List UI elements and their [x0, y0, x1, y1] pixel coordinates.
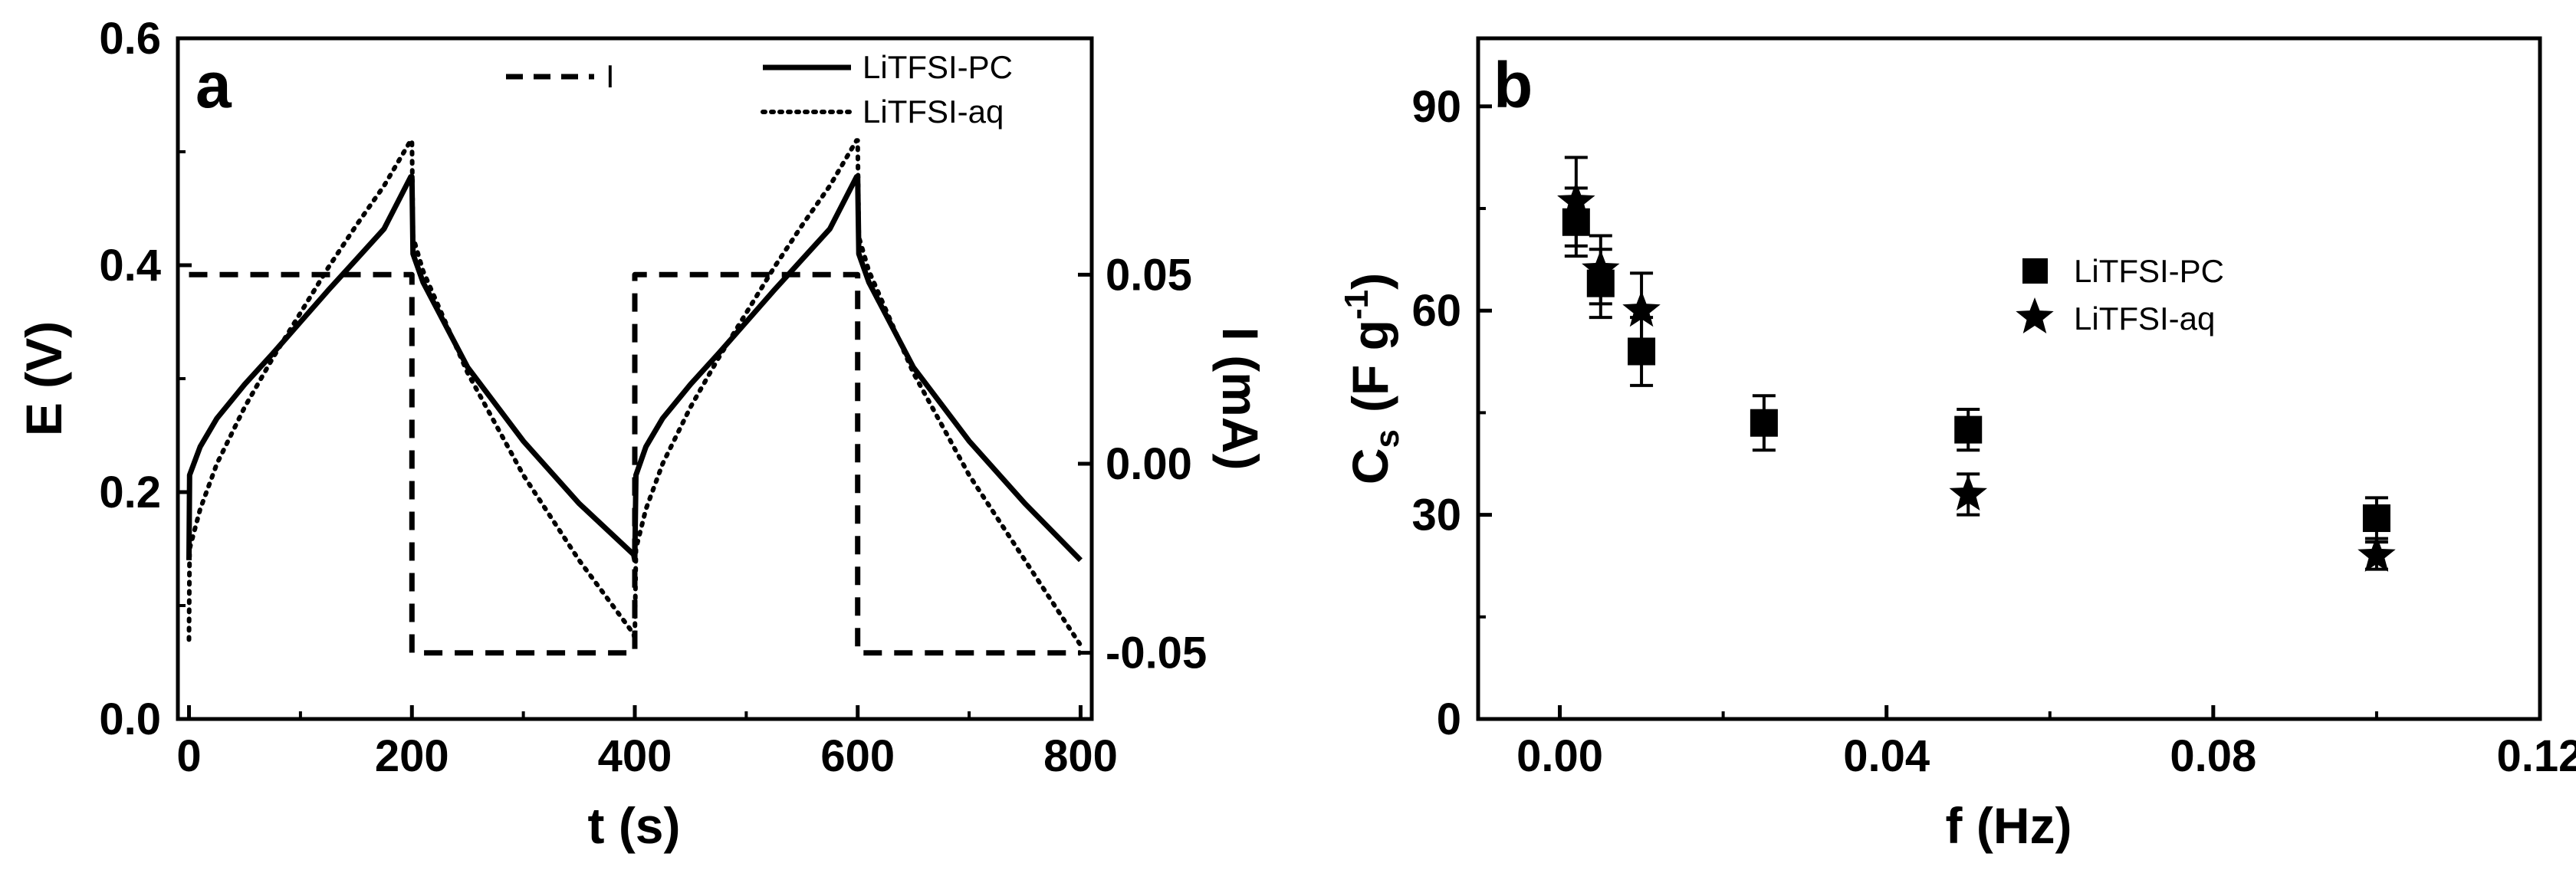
- legend-a-label-pc: LiTFSI-PC: [863, 49, 1013, 85]
- chart-panel-b: 0.00 0.04 0.08 0.12 0 30 60 90 b LiTFSI-PC LiTF…: [1338, 36, 2576, 854]
- data-point-litfsi-aq: [1557, 182, 1595, 218]
- y-axis-title-b-main: C: [1342, 448, 1398, 484]
- legend-a-label-i: I: [606, 58, 615, 94]
- x-tick-label-b: 0.04: [1843, 731, 1930, 781]
- panel-label-a: a: [196, 49, 232, 121]
- axis-ticks-b: 0.00 0.04 0.08 0.12 0 30 60 90: [1411, 82, 2576, 781]
- series-group-a: [186, 138, 1083, 656]
- x-axis-title-a: t (s): [588, 797, 681, 854]
- y-axis-title-a: E (V): [15, 321, 72, 436]
- data-point-litfsi-aq: [1949, 474, 1987, 511]
- legend-a: I LiTFSI-PC LiTFSI-aq: [506, 49, 1013, 130]
- series-line-i: [189, 271, 1081, 656]
- x-tick-label-b: 0.00: [1516, 731, 1603, 781]
- y-tick-label-b: 90: [1411, 82, 1461, 132]
- data-point-litfsi-pc: [2362, 504, 2390, 533]
- y-tick-label-a: 0.6: [99, 14, 161, 64]
- y-axis-title-b-close: ): [1342, 273, 1398, 290]
- legend-b-marker-pc: [2022, 258, 2048, 284]
- y-tick-label-b: 60: [1411, 286, 1461, 336]
- y2-tick-label-a: 0.00: [1106, 439, 1192, 489]
- legend-b-marker-aq: [2016, 297, 2054, 333]
- series-group-b: [1557, 156, 2396, 572]
- y-tick-label-b: 30: [1411, 491, 1461, 540]
- y2-tick-label-a: 0.05: [1106, 250, 1192, 300]
- y-tick-label-a: 0.2: [99, 468, 161, 517]
- x-axis-title-b: f (Hz): [1946, 797, 2072, 854]
- axis-ticks-a: 0 200 400 600 800 0.0 0.2 0.4 0.6 -0.05 0.00 0.05: [99, 14, 1207, 781]
- y-axis-title-b-unit: (F g: [1342, 320, 1398, 412]
- x-tick-label-a: 200: [375, 731, 449, 781]
- data-point-litfsi-aq: [1582, 249, 1620, 286]
- y-tick-label-b: 0: [1437, 694, 1461, 744]
- legend-b: LiTFSI-PC LiTFSI-aq: [2016, 253, 2224, 337]
- y-axis-title-b-sub: s: [1368, 429, 1406, 448]
- y2-tick-label-a: -0.05: [1106, 629, 1207, 678]
- x-tick-label-b: 0.12: [2497, 731, 2576, 781]
- data-point-litfsi-pc: [1954, 415, 1983, 444]
- x-tick-label-a: 400: [598, 731, 672, 781]
- plot-frame-b: [1476, 36, 2542, 721]
- y-tick-label-a: 0.4: [99, 241, 161, 291]
- series-line-litfsi-pc: [186, 174, 1083, 563]
- data-point-litfsi-aq: [1622, 291, 1661, 327]
- x-tick-label-a: 800: [1043, 731, 1118, 781]
- x-tick-label-a: 0: [176, 731, 201, 781]
- data-point-litfsi-pc: [1750, 409, 1778, 437]
- legend-b-label-aq: LiTFSI-aq: [2074, 300, 2215, 337]
- legend-a-label-aq: LiTFSI-aq: [863, 94, 1004, 130]
- y-tick-label-a: 0.0: [99, 694, 161, 744]
- legend-b-label-pc: LiTFSI-PC: [2074, 253, 2224, 289]
- y-axis-title-b: Cs (F g-1): [1338, 273, 1406, 484]
- panel-label-b: b: [1493, 49, 1533, 121]
- x-tick-label-b: 0.08: [2170, 731, 2256, 781]
- data-point-litfsi-aq: [2358, 535, 2396, 572]
- chart-panel-a: 0 200 400 600 800 0.0 0.2 0.4 0.6 -0.05 0.00 0.05 a…: [15, 14, 1269, 854]
- x-tick-label-a: 600: [820, 731, 895, 781]
- y-axis-title-b-sup: -1: [1338, 290, 1375, 320]
- y2-axis-title-a: I (mA): [1212, 327, 1269, 471]
